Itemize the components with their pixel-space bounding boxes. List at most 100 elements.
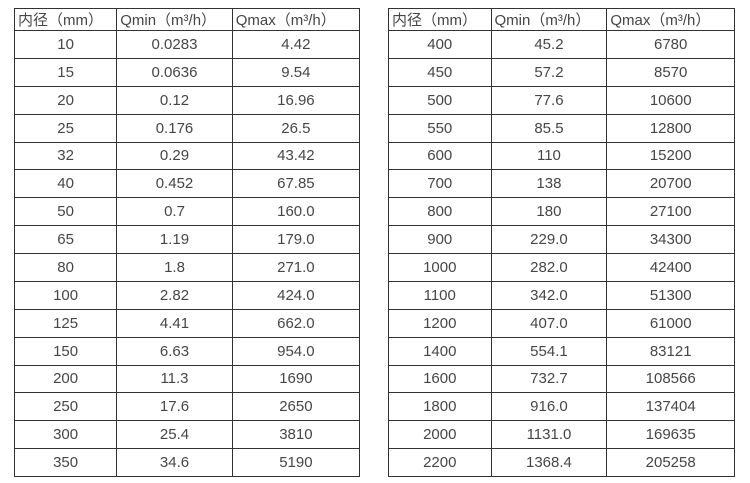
table-cell: 450 [388, 57, 492, 87]
table-row: 1800 916.0 137404 [388, 392, 735, 422]
table-cell: 1100 [388, 280, 492, 310]
table-cell: 110 [490, 141, 608, 171]
table-cell: 662.0 [231, 308, 361, 338]
table-cell: 700 [388, 169, 492, 199]
table-cell: 200 [13, 364, 118, 394]
table-cell: 12800 [606, 113, 735, 143]
table-cell: 424.0 [231, 280, 361, 310]
table-row: 40 0.452 67.85 [13, 169, 361, 199]
table-cell: 26.5 [231, 113, 361, 143]
table-cell: 1.8 [116, 253, 233, 282]
table-cell: 27100 [606, 197, 735, 227]
table-cell: 1000 [388, 253, 492, 282]
table-row: 100 2.82 424.0 [13, 280, 361, 310]
table-cell: 85.5 [490, 113, 608, 143]
table-cell: 25 [13, 113, 118, 143]
table-cell: 138 [490, 169, 608, 199]
column-header: Qmin（m³/h） [490, 8, 608, 31]
header-row: 内径（mm） Qmin（m³/h） Qmax（m³/h） [13, 8, 361, 31]
table-cell: 9.54 [231, 57, 361, 87]
column-header: 内径（mm） [13, 8, 118, 31]
table-row: 20 0.12 16.96 [13, 85, 361, 115]
flow-table-small-diameters: 内径（mm） Qmin（m³/h） Qmax（m³/h） 10 0.0283 4.42 15… [13, 8, 361, 477]
table-cell: 25.4 [116, 420, 233, 450]
table-cell: 150 [13, 336, 118, 366]
table-cell: 400 [388, 30, 492, 59]
table-row: 2000 1131.0 169635 [388, 420, 735, 450]
flow-table-large-diameters: 内径（mm） Qmin（m³/h） Qmax（m³/h） 400 45.2 6780 450… [388, 8, 735, 477]
table-row: 50 0.7 160.0 [13, 197, 361, 227]
table-cell: 77.6 [490, 85, 608, 115]
table-row: 200 11.3 1690 [13, 364, 361, 394]
table-cell: 4.41 [116, 308, 233, 338]
table-row: 1400 554.1 83121 [388, 336, 735, 366]
table-row: 400 45.2 6780 [388, 30, 735, 59]
table-cell: 57.2 [490, 57, 608, 87]
table-cell: 179.0 [231, 225, 361, 254]
table-cell: 125 [13, 308, 118, 338]
table-cell: 1368.4 [490, 448, 608, 477]
table-cell: 20700 [606, 169, 735, 199]
table-cell: 800 [388, 197, 492, 227]
table-cell: 11.3 [116, 364, 233, 394]
table-cell: 45.2 [490, 30, 608, 59]
table-cell: 169635 [606, 420, 735, 450]
table-cell: 1690 [231, 364, 361, 394]
table-cell: 0.12 [116, 85, 233, 115]
table-cell: 250 [13, 392, 118, 422]
table-cell: 43.42 [231, 141, 361, 171]
table-cell: 100 [13, 280, 118, 310]
table-cell: 229.0 [490, 225, 608, 254]
table-cell: 0.452 [116, 169, 233, 199]
table-cell: 67.85 [231, 169, 361, 199]
table-cell: 1131.0 [490, 420, 608, 450]
table-row: 32 0.29 43.42 [13, 141, 361, 171]
table-cell: 180 [490, 197, 608, 227]
table-cell: 0.7 [116, 197, 233, 227]
table-cell: 550 [388, 113, 492, 143]
table-cell: 300 [13, 420, 118, 450]
table-cell: 34.6 [116, 448, 233, 477]
table-cell: 1.19 [116, 225, 233, 254]
table-row: 10 0.0283 4.42 [13, 30, 361, 59]
table-cell: 8570 [606, 57, 735, 87]
table-row: 550 85.5 12800 [388, 113, 735, 143]
table-cell: 0.0283 [116, 30, 233, 59]
table-row: 1100 342.0 51300 [388, 280, 735, 310]
table-cell: 6780 [606, 30, 735, 59]
table-cell: 282.0 [490, 253, 608, 282]
table-cell: 108566 [606, 364, 735, 394]
table-row: 125 4.41 662.0 [13, 308, 361, 338]
table-cell: 5190 [231, 448, 361, 477]
table-cell: 342.0 [490, 280, 608, 310]
table-row: 15 0.0636 9.54 [13, 57, 361, 87]
table-row: 2200 1368.4 205258 [388, 448, 735, 477]
table-row: 1000 282.0 42400 [388, 253, 735, 282]
table-cell: 1600 [388, 364, 492, 394]
table-cell: 1200 [388, 308, 492, 338]
table-cell: 500 [388, 85, 492, 115]
table-cell: 4.42 [231, 30, 361, 59]
table-cell: 42400 [606, 253, 735, 282]
table-row: 500 77.6 10600 [388, 85, 735, 115]
table-cell: 83121 [606, 336, 735, 366]
table-row: 80 1.8 271.0 [13, 253, 361, 282]
table-cell: 51300 [606, 280, 735, 310]
table-cell: 0.0636 [116, 57, 233, 87]
table-cell: 0.29 [116, 141, 233, 171]
table-cell: 0.176 [116, 113, 233, 143]
table-row: 25 0.176 26.5 [13, 113, 361, 143]
table-cell: 10600 [606, 85, 735, 115]
table-cell: 32 [13, 141, 118, 171]
table-cell: 15 [13, 57, 118, 87]
header-row: 内径（mm） Qmin（m³/h） Qmax（m³/h） [388, 8, 735, 31]
column-header: 内径（mm） [388, 8, 492, 31]
table-row: 1600 732.7 108566 [388, 364, 735, 394]
table-cell: 6.63 [116, 336, 233, 366]
table-cell: 2.82 [116, 280, 233, 310]
table-row: 350 34.6 5190 [13, 448, 361, 477]
table-cell: 205258 [606, 448, 735, 477]
table-cell: 1800 [388, 392, 492, 422]
table-cell: 900 [388, 225, 492, 254]
table-cell: 80 [13, 253, 118, 282]
